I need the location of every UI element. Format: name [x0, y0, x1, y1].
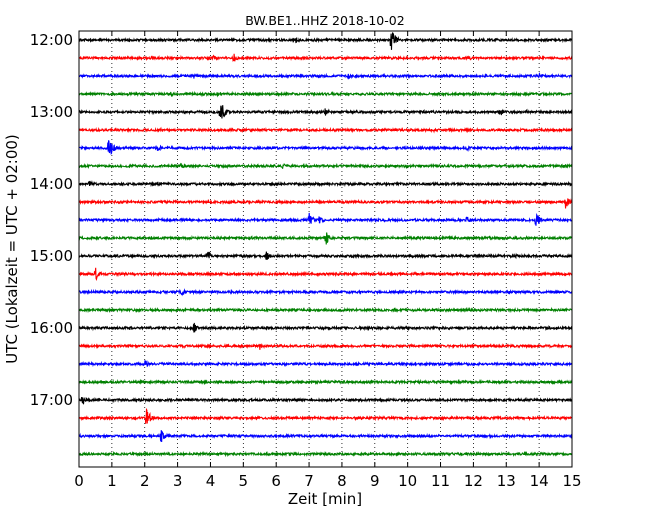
trace-line — [78, 198, 573, 209]
x-tick-label: 12 — [464, 472, 483, 490]
trace-line — [78, 288, 573, 297]
x-tick-label: 11 — [431, 472, 450, 490]
x-tick-label: 13 — [497, 472, 516, 490]
trace-line — [78, 251, 573, 260]
y-tick-label: 16:00 — [30, 319, 73, 337]
plot-frame — [78, 30, 573, 468]
trace-line — [78, 396, 573, 405]
x-axis: 0 1 2 3 4 5 6 7 8 9 10 11 12 13 14 15 — [74, 31, 582, 490]
trace-line — [78, 322, 573, 333]
x-tick-label: 6 — [271, 472, 281, 490]
trace-line — [78, 126, 573, 134]
trace-line — [78, 407, 573, 424]
x-tick-label: 5 — [239, 472, 249, 490]
x-tick-label: 4 — [206, 472, 216, 490]
trace-line — [78, 378, 573, 386]
trace-line — [78, 140, 573, 155]
trace-line — [78, 430, 573, 443]
y-tick-label: 12:00 — [30, 31, 73, 49]
y-axis-label: UTC (Lokalzeit = UTC + 02:00) — [3, 134, 21, 364]
trace-line — [78, 360, 573, 368]
trace-line — [78, 450, 573, 458]
x-tick-label: 7 — [304, 472, 314, 490]
x-tick-label: 0 — [74, 472, 84, 490]
trace-line — [78, 105, 573, 119]
trace-line — [78, 267, 573, 281]
trace-line — [78, 232, 573, 245]
x-tick-label: 2 — [140, 472, 150, 490]
y-tick-label: 13:00 — [30, 103, 73, 121]
y-tick-label: 14:00 — [30, 175, 73, 193]
trace-line — [78, 212, 573, 226]
x-tick-label: 1 — [107, 472, 117, 490]
grid — [111, 31, 540, 467]
x-tick-label: 8 — [337, 472, 347, 490]
chart-title: BW.BE1..HHZ 2018-10-02 — [245, 13, 404, 28]
trace-line — [78, 180, 573, 188]
x-tick-label: 9 — [370, 472, 380, 490]
x-tick-label: 10 — [398, 472, 417, 490]
trace-line — [78, 32, 573, 50]
traces — [78, 32, 573, 458]
x-axis-label: Zeit [min] — [288, 490, 362, 508]
y-axis: 12:00 13:00 14:00 15:00 16:00 17:00 — [30, 31, 572, 409]
trace-line — [78, 342, 573, 350]
y-tick-label: 17:00 — [30, 391, 73, 409]
trace-line — [78, 90, 573, 98]
x-tick-label: 15 — [562, 472, 581, 490]
y-tick-label: 15:00 — [30, 247, 73, 265]
trace-line — [78, 53, 573, 63]
x-tick-label: 3 — [173, 472, 183, 490]
trace-line — [78, 72, 573, 81]
trace-line — [78, 306, 573, 314]
trace-line — [78, 162, 573, 170]
x-tick-label: 14 — [530, 472, 549, 490]
